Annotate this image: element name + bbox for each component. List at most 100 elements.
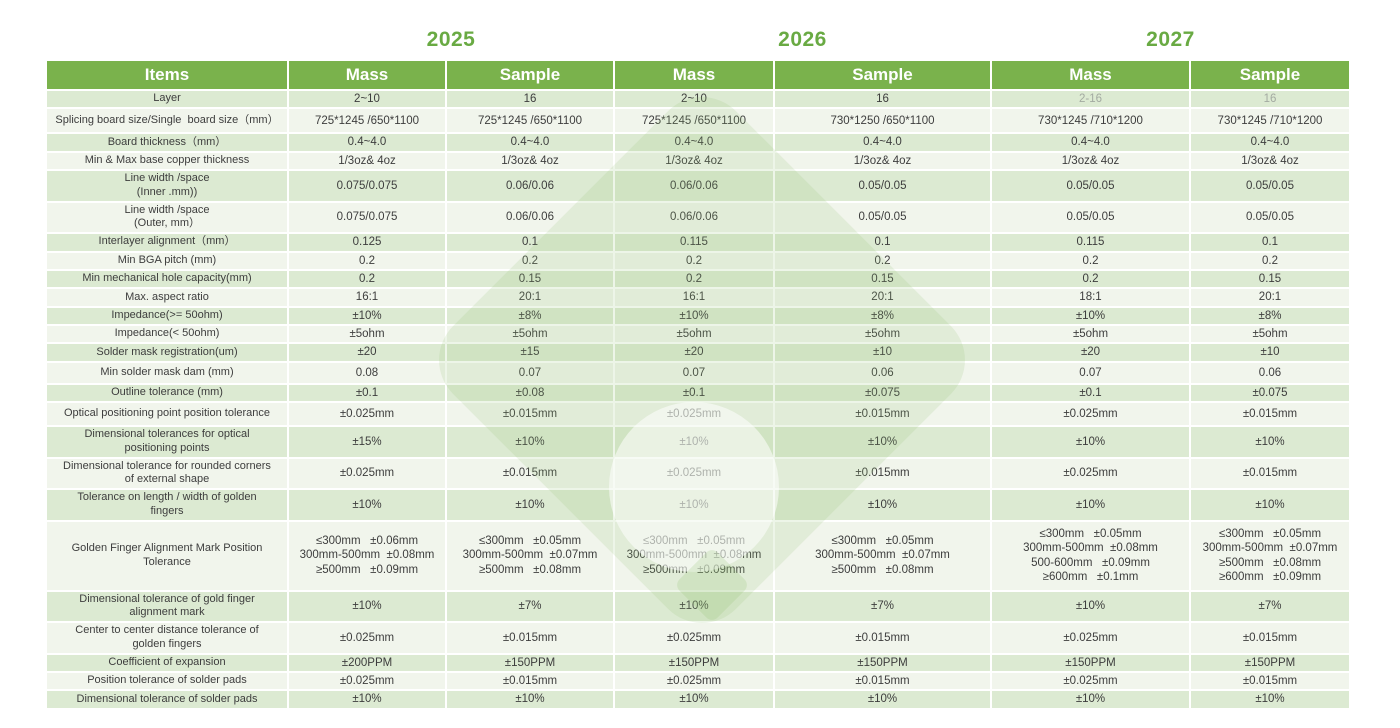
table-row: Impedance(>= 50ohm) ±10% ±8% ±10% ±8% ±10% ±8% xyxy=(45,305,1351,327)
value-cell: 0.4~4.0 xyxy=(613,132,775,153)
value-cell: ±10% xyxy=(613,589,775,624)
value-cell: ±10% xyxy=(287,488,447,522)
value-cell: ≤300mm ±0.05mm 300mm-500mm ±0.07mm ≥500m… xyxy=(445,519,615,592)
value-cell: ±10% xyxy=(445,488,615,522)
row-label: Board thickness（mm） xyxy=(45,132,289,153)
value-cell: 0.115 xyxy=(613,232,775,253)
table-row: Dimensional tolerance of gold finger ali… xyxy=(45,589,1351,624)
table-row: Line width /space (Outer, mm） 0.075/0.075… xyxy=(45,200,1351,235)
value-cell: ±150PPM xyxy=(990,652,1191,674)
table-row: Solder mask registration(um) ±20 ±15 ±20 ±10… xyxy=(45,342,1351,363)
value-cell: ±10% xyxy=(990,589,1191,624)
value-cell: 0.05/0.05 xyxy=(990,200,1191,235)
table-row: Position tolerance of solder pads ±0.025m… xyxy=(45,670,1351,692)
value-cell: ±10% xyxy=(613,689,775,710)
row-label: Impedance(>= 50ohm) xyxy=(45,305,289,327)
year-label-2026: 2026 xyxy=(778,28,827,51)
value-cell: ±0.025mm xyxy=(990,621,1191,655)
value-cell: ±10% xyxy=(1189,689,1351,710)
value-cell: ±0.025mm xyxy=(613,670,775,692)
column-header-mass-2027: Mass xyxy=(990,59,1191,91)
value-cell: ±0.025mm xyxy=(990,401,1191,428)
value-cell: ±150PPM xyxy=(773,652,992,674)
value-cell: ±0.015mm xyxy=(1189,456,1351,491)
value-cell: ±0.1 xyxy=(287,382,447,404)
value-cell: ≤300mm ±0.05mm 300mm-500mm ±0.07mm ≥500m… xyxy=(773,519,992,592)
value-cell: ±8% xyxy=(773,305,992,327)
value-cell: 730*1245 /710*1200 xyxy=(990,107,1191,135)
table-row: Interlayer alignment（mm） 0.125 0.1 0.115 0.1… xyxy=(45,232,1351,253)
table-body: Layer 2~10 16 2~10 16 2-16 16 Splicing board si… xyxy=(45,88,1351,710)
value-cell: 0.05/0.05 xyxy=(773,169,992,203)
value-cell: 20:1 xyxy=(445,287,615,308)
value-cell: ±0.015mm xyxy=(773,621,992,655)
row-label: Position tolerance of solder pads xyxy=(45,670,289,692)
row-label: Dimensional tolerances for optical posit… xyxy=(45,425,289,459)
value-cell: 0.06/0.06 xyxy=(445,200,615,235)
value-cell: ±200PPM xyxy=(287,652,447,674)
value-cell: 0.06 xyxy=(1189,360,1351,385)
value-cell: 1/3oz& 4oz xyxy=(287,150,447,172)
value-cell: ±5ohm xyxy=(287,323,447,345)
value-cell: ±10% xyxy=(773,488,992,522)
value-cell: 16:1 xyxy=(613,287,775,308)
value-cell: ±20 xyxy=(613,342,775,363)
value-cell: 0.2 xyxy=(1189,250,1351,271)
table-row: Min BGA pitch (mm) 0.2 0.2 0.2 0.2 0.2 0.2 xyxy=(45,250,1351,271)
value-cell: 0.2 xyxy=(287,250,447,271)
value-cell: 0.07 xyxy=(990,360,1191,385)
table-row: Optical positioning point position toler… xyxy=(45,401,1351,428)
value-cell: ±10% xyxy=(990,425,1191,459)
table-row: Layer 2~10 16 2~10 16 2-16 16 xyxy=(45,88,1351,110)
column-header-items: Items xyxy=(45,59,289,91)
table-row: Impedance(< 50ohm) ±5ohm ±5ohm ±5ohm ±5ohm ±5… xyxy=(45,323,1351,345)
row-label: Max. aspect ratio xyxy=(45,287,289,308)
value-cell: ±150PPM xyxy=(613,652,775,674)
row-label: Line width /space (Inner .mm)) xyxy=(45,169,289,203)
table-row: Min solder mask dam (mm) 0.08 0.07 0.07 0.06… xyxy=(45,360,1351,385)
row-label: Line width /space (Outer, mm） xyxy=(45,200,289,235)
value-cell: 0.06/0.06 xyxy=(445,169,615,203)
value-cell: ±0.015mm xyxy=(445,456,615,491)
row-label: Center to center distance tolerance of g… xyxy=(45,621,289,655)
column-header-row: Items Mass Sample Mass Sample Mass Sampl… xyxy=(45,59,1351,91)
value-cell: ±7% xyxy=(773,589,992,624)
value-cell: 0.15 xyxy=(445,268,615,290)
value-cell: ±10% xyxy=(1189,425,1351,459)
year-label-2027: 2027 xyxy=(1146,28,1195,51)
value-cell: 2-16 xyxy=(990,88,1191,110)
column-header-mass-2026: Mass xyxy=(613,59,775,91)
value-cell: ±0.025mm xyxy=(613,456,775,491)
row-label: Dimensional tolerance for rounded corner… xyxy=(45,456,289,491)
value-cell: 0.075/0.075 xyxy=(287,169,447,203)
value-cell: ±10% xyxy=(445,425,615,459)
value-cell: 16 xyxy=(773,88,992,110)
table-row: Dimensional tolerance for rounded corner… xyxy=(45,456,1351,491)
row-label: Min mechanical hole capacity(mm) xyxy=(45,268,289,290)
value-cell: ±0.025mm xyxy=(990,670,1191,692)
value-cell: ±0.08 xyxy=(445,382,615,404)
value-cell: ±150PPM xyxy=(1189,652,1351,674)
value-cell: 2~10 xyxy=(287,88,447,110)
value-cell: 0.15 xyxy=(773,268,992,290)
value-cell: 725*1245 /650*1100 xyxy=(287,107,447,135)
value-cell: ±7% xyxy=(445,589,615,624)
value-cell: ±8% xyxy=(1189,305,1351,327)
row-label: Min BGA pitch (mm) xyxy=(45,250,289,271)
value-cell: ±0.015mm xyxy=(773,456,992,491)
value-cell: ±10% xyxy=(773,425,992,459)
value-cell: ±10% xyxy=(990,689,1191,710)
row-label: Outline tolerance (mm) xyxy=(45,382,289,404)
value-cell: ±0.025mm xyxy=(287,401,447,428)
table-row: Board thickness（mm） 0.4~4.0 0.4~4.0 0.4~4.0… xyxy=(45,132,1351,153)
value-cell: ±10 xyxy=(773,342,992,363)
value-cell: 0.15 xyxy=(1189,268,1351,290)
row-label: Golden Finger Alignment Mark Position To… xyxy=(45,519,289,592)
value-cell: 0.4~4.0 xyxy=(445,132,615,153)
table-row: Center to center distance tolerance of g… xyxy=(45,621,1351,655)
value-cell: 18:1 xyxy=(990,287,1191,308)
value-cell: ±0.025mm xyxy=(287,456,447,491)
value-cell: 0.1 xyxy=(773,232,992,253)
value-cell: ±5ohm xyxy=(445,323,615,345)
row-label: Dimensional tolerance of gold finger ali… xyxy=(45,589,289,624)
